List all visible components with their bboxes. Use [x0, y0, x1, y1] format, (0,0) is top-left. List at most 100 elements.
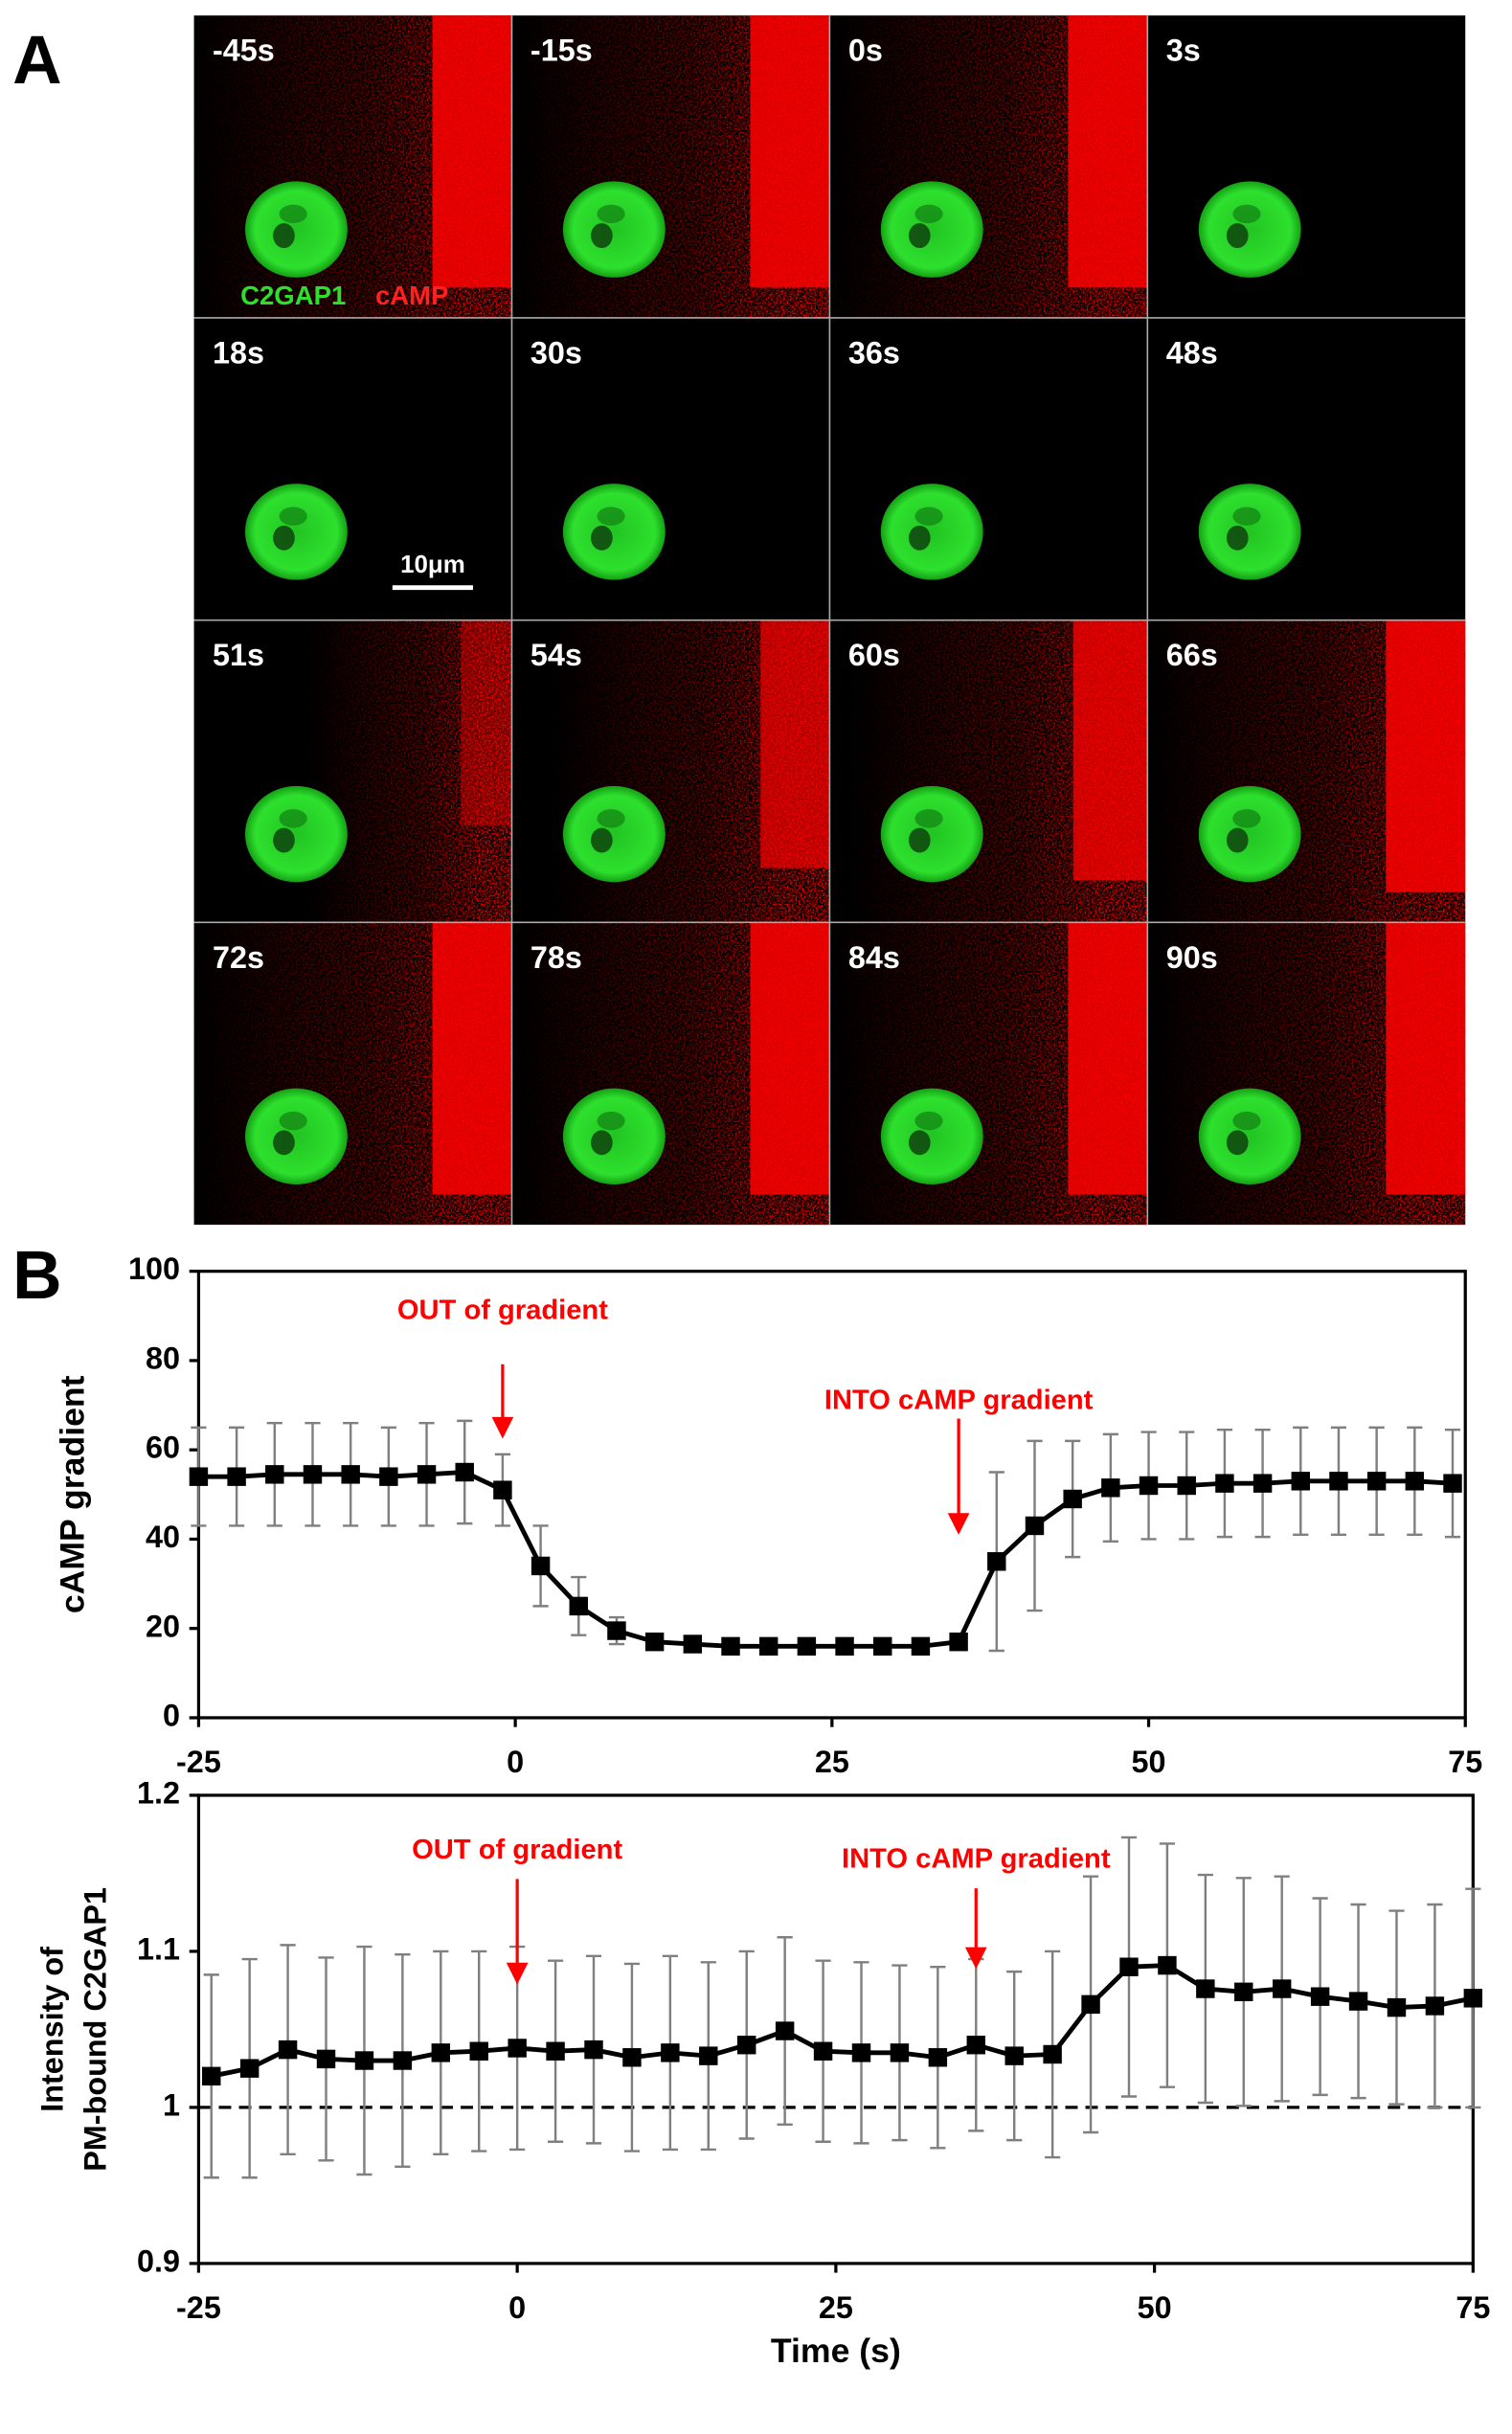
cell	[562, 785, 666, 883]
x-tick-label: 0	[507, 1745, 524, 1779]
data-point	[737, 2035, 756, 2055]
data-point	[1252, 1474, 1273, 1493]
cell-spot	[914, 809, 943, 828]
data-point	[851, 2043, 871, 2062]
cell	[1198, 785, 1301, 883]
frame-time: -45s	[213, 34, 275, 68]
data-point	[265, 1465, 284, 1484]
cell-spot	[279, 1111, 307, 1131]
camp-signal	[432, 15, 512, 288]
data-point	[1177, 1476, 1196, 1496]
data-point	[569, 1596, 588, 1616]
camp-signal	[750, 15, 830, 288]
y-axis-label: Intensity of	[34, 1947, 69, 2112]
cell-spot	[1232, 507, 1261, 526]
x-tick-label: 50	[1138, 2290, 1172, 2325]
camp-signal	[1068, 922, 1148, 1195]
data-point	[227, 1467, 246, 1486]
cell	[880, 785, 983, 883]
data-point	[1348, 1992, 1368, 2011]
cell-spot	[1226, 525, 1249, 551]
camp-signal	[1072, 620, 1148, 881]
cell-spot	[1232, 809, 1261, 828]
cell-spot	[908, 827, 931, 853]
camp-signal	[750, 922, 830, 1195]
camp-signal	[461, 620, 512, 826]
y-tick-label: 60	[146, 1431, 180, 1465]
camp-signal	[1386, 620, 1466, 892]
data-point	[1101, 1478, 1120, 1498]
data-point	[835, 1636, 854, 1656]
cell-spot	[279, 809, 307, 828]
cell	[880, 1088, 983, 1184]
cell-spot	[1226, 223, 1249, 249]
cell-spot	[914, 204, 943, 224]
frame-time: 90s	[1166, 940, 1218, 975]
data-point	[644, 1632, 665, 1652]
data-point	[721, 1636, 740, 1656]
frame-time: 36s	[848, 335, 900, 370]
y-tick-label: 40	[146, 1520, 180, 1554]
annotation: OUT of gradient	[397, 1295, 608, 1325]
cell	[1198, 181, 1301, 278]
cell	[245, 181, 348, 278]
data-point	[530, 1556, 551, 1576]
y-tick-label: 1.1	[137, 1931, 180, 1966]
data-point	[546, 2041, 565, 2061]
data-point	[966, 2035, 985, 2055]
cell	[245, 785, 348, 883]
data-point	[417, 1465, 437, 1484]
cell-spot	[908, 525, 931, 551]
data-point	[661, 2043, 680, 2062]
data-point	[1387, 1997, 1407, 2017]
data-point	[1119, 1957, 1139, 1976]
data-point	[949, 1632, 968, 1652]
cell	[245, 1088, 348, 1184]
cell-spot	[597, 507, 625, 526]
frame-time: 18s	[213, 335, 264, 370]
camp-signal	[760, 620, 830, 868]
cell-spot	[273, 223, 295, 249]
x-tick-label: 25	[815, 1745, 849, 1779]
x-tick-label: 0	[508, 2290, 526, 2325]
cell-spot	[908, 1130, 931, 1156]
data-point	[758, 1636, 779, 1656]
data-point	[873, 1636, 892, 1656]
cell-spot	[273, 525, 295, 551]
cell-spot	[591, 827, 613, 853]
data-point	[1463, 1989, 1483, 2008]
frame-time: 3s	[1166, 34, 1201, 68]
x-tick-label: -25	[176, 2290, 221, 2325]
data-point	[431, 2043, 451, 2062]
data-point	[1063, 1489, 1082, 1509]
annotation: INTO cAMP gradient	[842, 1844, 1111, 1875]
frame-time: 30s	[530, 335, 582, 370]
series-line	[198, 1470, 1454, 1649]
data-point	[1310, 1987, 1330, 2006]
data-point	[1272, 1979, 1292, 1998]
annotation: INTO cAMP gradient	[824, 1385, 1094, 1415]
x-tick-label: 50	[1132, 1745, 1166, 1779]
data-point	[775, 2021, 795, 2040]
frame-time: 51s	[213, 638, 264, 672]
data-point	[987, 1552, 1006, 1571]
cell-spot	[1226, 1130, 1249, 1156]
data-point	[354, 2051, 374, 2070]
data-point	[622, 2048, 642, 2067]
data-point	[469, 2041, 488, 2061]
panel-label: B	[12, 1238, 61, 1314]
x-axis-label: Time (s)	[771, 2332, 901, 2370]
frame-time: 84s	[848, 940, 900, 975]
data-point	[278, 2040, 298, 2060]
data-point	[797, 1636, 817, 1656]
x-tick-label: 75	[1448, 1745, 1482, 1779]
cell	[880, 484, 983, 580]
data-point	[239, 2059, 260, 2078]
annotation-arrowhead	[964, 1947, 987, 1970]
cell	[1198, 484, 1301, 580]
data-point	[1215, 1474, 1234, 1493]
y-tick-label: 0	[163, 1699, 180, 1733]
cell-spot	[1232, 204, 1261, 224]
y-tick-label: 100	[128, 1251, 180, 1286]
